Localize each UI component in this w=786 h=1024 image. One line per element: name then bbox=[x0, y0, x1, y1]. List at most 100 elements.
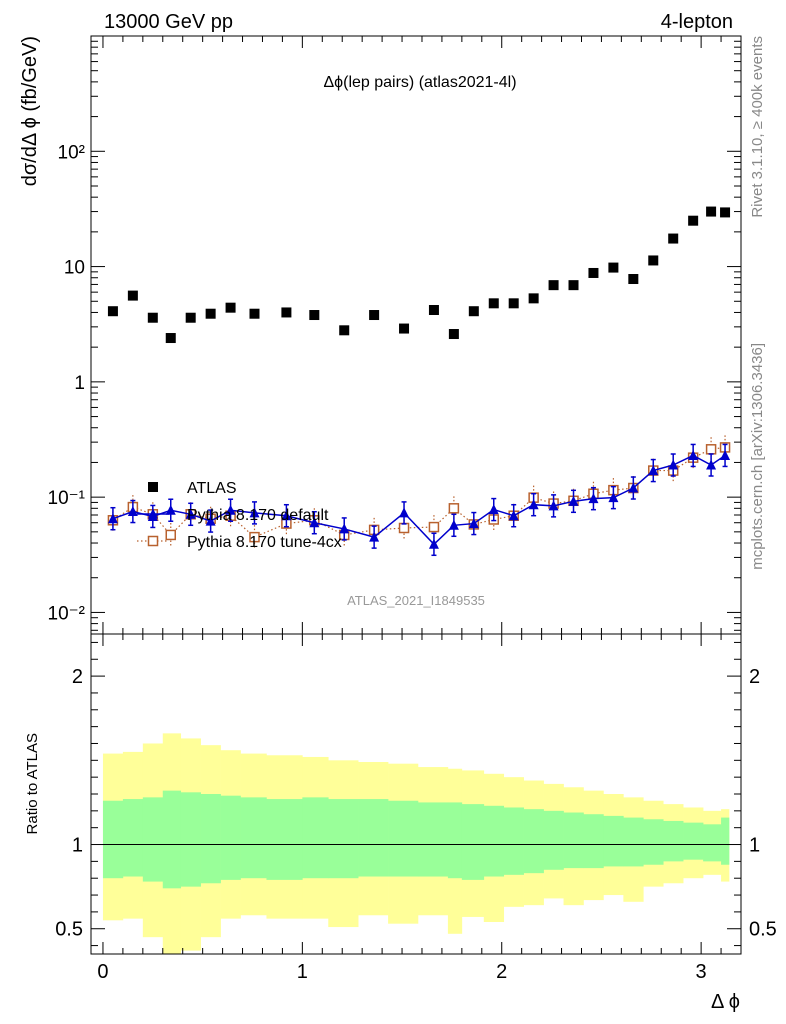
legend-label: ATLAS bbox=[187, 480, 237, 497]
default-point bbox=[339, 523, 350, 534]
band-inner-bin bbox=[142, 797, 164, 882]
x-tick-label: 1 bbox=[297, 961, 308, 983]
band-inner-bin bbox=[563, 812, 584, 869]
band-inner-bin bbox=[162, 790, 182, 889]
atlas-point bbox=[147, 312, 158, 323]
default-point bbox=[309, 517, 320, 528]
x-axis-label: Δ ϕ bbox=[711, 991, 740, 1013]
band-inner-bin bbox=[683, 822, 704, 860]
atlas-point bbox=[225, 302, 236, 313]
default-point bbox=[528, 499, 539, 510]
legend-label: Pythia 8.170 default bbox=[187, 507, 329, 524]
default-point bbox=[127, 506, 138, 517]
atlas-point bbox=[548, 280, 559, 291]
atlas-point bbox=[448, 329, 459, 340]
default-point bbox=[648, 465, 659, 476]
atlas-point bbox=[399, 323, 410, 334]
default-point bbox=[668, 459, 679, 470]
series-default-line bbox=[112, 454, 726, 546]
band-inner-bin bbox=[266, 799, 303, 880]
default-point bbox=[249, 507, 260, 518]
x-tick-label: 2 bbox=[496, 961, 507, 983]
band-inner-bin bbox=[388, 800, 419, 877]
atlas-point bbox=[528, 293, 539, 304]
default-point bbox=[488, 504, 499, 515]
atlas-point bbox=[107, 306, 118, 317]
default-point bbox=[608, 492, 619, 503]
ratio-y-axis-label: Ratio to ATLAS bbox=[24, 733, 41, 834]
y-tick-label-main: 1 bbox=[74, 373, 85, 394]
y-tick-label-main: 10 bbox=[64, 258, 85, 279]
y-tick-label-ratio: 2 bbox=[72, 666, 83, 688]
tune-point bbox=[705, 444, 717, 455]
default-point bbox=[508, 510, 519, 521]
tune-point bbox=[165, 529, 177, 541]
legend-tune-marker bbox=[147, 535, 159, 547]
legend: ATLAS Pythia 8.170 default Pythia 8.170 tu… bbox=[137, 480, 342, 551]
main-y-axis-label: dσ/dΔ ϕ (fb/GeV) bbox=[19, 36, 41, 186]
atlas-point bbox=[608, 262, 619, 273]
default-point bbox=[185, 508, 196, 519]
default-point bbox=[688, 449, 699, 460]
atlas-point bbox=[468, 306, 479, 317]
atlas-point bbox=[568, 280, 579, 291]
atlas-point bbox=[488, 298, 499, 309]
band-inner-bin bbox=[721, 817, 730, 865]
atlas-point bbox=[628, 274, 639, 285]
default-point bbox=[588, 493, 599, 504]
atlas-point bbox=[281, 307, 292, 318]
default-point bbox=[399, 507, 410, 518]
tune-point bbox=[428, 521, 440, 533]
atlas-point bbox=[720, 207, 731, 218]
plot-title: Δϕ(lep pairs) (atlas2021-4l) bbox=[323, 74, 516, 91]
atlas-point bbox=[668, 233, 679, 244]
atlas-point bbox=[127, 290, 138, 301]
band-inner-bin bbox=[447, 802, 463, 879]
default-point bbox=[448, 519, 459, 530]
band-inner-bin bbox=[663, 820, 684, 862]
band-inner-bin bbox=[483, 805, 505, 877]
band-inner-bin bbox=[703, 824, 722, 862]
band-inner-bin bbox=[358, 799, 389, 877]
default-point bbox=[568, 495, 579, 506]
band-inner-bin bbox=[417, 802, 449, 877]
band-inner-bin bbox=[180, 792, 201, 887]
band-inner-bin bbox=[122, 799, 144, 877]
band-inner-bin bbox=[220, 795, 241, 880]
atlas-point bbox=[205, 308, 216, 319]
atlas-point bbox=[369, 310, 380, 321]
default-point bbox=[369, 531, 380, 542]
band-inner-bin bbox=[328, 799, 359, 879]
axes-frames: 0 1 2 3 10⁻² 10⁻¹ 1 10 10² 0.5 0.5 1 1 2 2 bbox=[48, 35, 777, 983]
atlas-point bbox=[249, 308, 260, 319]
y-tick-label-ratio: 0.5 bbox=[55, 919, 83, 941]
band-inner-bin bbox=[240, 797, 267, 879]
atlas-point bbox=[508, 298, 519, 309]
band-inner-bin bbox=[583, 814, 604, 869]
band-inner-bin bbox=[523, 809, 544, 874]
ratio-bands bbox=[102, 733, 730, 954]
atlas-point bbox=[588, 267, 599, 278]
atlas-point bbox=[688, 215, 699, 226]
data-layer bbox=[107, 206, 731, 557]
default-point bbox=[706, 459, 717, 470]
tune-point bbox=[249, 531, 260, 543]
default-point bbox=[548, 500, 559, 511]
header-right: 4-lepton bbox=[661, 11, 733, 33]
atlas-point bbox=[309, 310, 320, 321]
atlas-point bbox=[339, 325, 350, 336]
legend-atlas-marker bbox=[148, 482, 158, 492]
band-inner-bin bbox=[102, 800, 124, 879]
legend-default-marker bbox=[148, 508, 158, 519]
band-inner-bin bbox=[603, 815, 624, 867]
x-tick-label: 3 bbox=[696, 961, 707, 983]
band-inner-bin bbox=[200, 794, 221, 884]
default-point bbox=[205, 515, 216, 526]
y-tick-label-ratio-right: 0.5 bbox=[749, 919, 777, 941]
tune-point bbox=[398, 522, 410, 534]
band-inner-bin bbox=[543, 810, 564, 870]
default-point bbox=[107, 513, 118, 524]
band-inner-bin bbox=[643, 819, 664, 865]
mcplots-label: mcplots.cern.ch [arXiv:1306.3436] bbox=[749, 343, 766, 570]
